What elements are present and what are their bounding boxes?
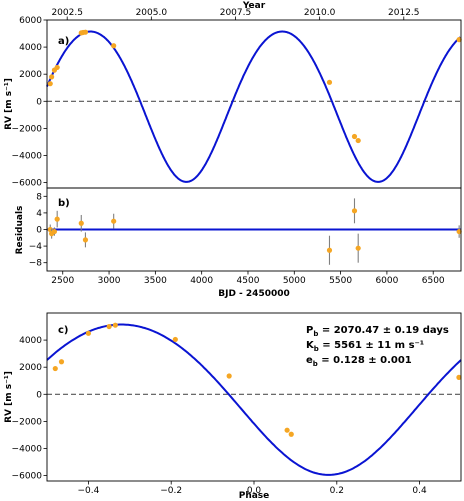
panel-a-label: a)	[58, 36, 69, 47]
panel-c-point	[288, 431, 294, 437]
panel-a-ytick-label: 0	[36, 97, 42, 107]
panel-a-top-tick-label: 2002.5	[51, 8, 83, 18]
panel-b-point	[111, 218, 117, 224]
panel-c-point	[172, 336, 178, 343]
panel-c-point	[106, 323, 112, 330]
panel-c-label: c)	[58, 325, 69, 336]
panel-b: −8 −4 0 4 8 2500 3000 3500 4000 4500 5000 5500 6000…	[15, 187, 462, 299]
panel-c-point	[226, 373, 232, 379]
panel-a-y-ticks: −6000 −4000 −2000 0 2000 4000 6000	[12, 16, 47, 189]
panel-c-ytick-label: 4000	[19, 336, 42, 346]
panel-c-point	[284, 427, 290, 433]
panel-a: −6000 −4000 −2000 0 2000 4000 6000 2002.5 2005.…	[4, 1, 462, 189]
panel-c-xtick-label: −0.2	[160, 486, 182, 496]
panel-c-ytick-label: −2000	[12, 417, 43, 427]
panel-b-point	[351, 208, 358, 214]
panel-a-ytick-label: −4000	[12, 151, 43, 161]
panel-a-point	[355, 137, 361, 144]
panel-b-xlabel: BJD - 2450000	[218, 289, 290, 299]
param-eccentricity: eb = 0.128 ± 0.001	[306, 355, 412, 368]
panel-c-ytick-label: −4000	[12, 444, 43, 454]
panel-b-ytick-label: −4	[29, 242, 43, 252]
panel-b-y-ticks: −8 −4 0 4 8	[29, 192, 47, 269]
panel-c-point	[58, 359, 65, 365]
panel-a-point	[456, 37, 462, 43]
panel-b-ytick-label: 8	[36, 192, 42, 202]
panel-a-point	[326, 79, 333, 85]
param-period: Pb = 2070.47 ± 0.19 days	[306, 325, 449, 338]
panel-c-ylabel: RV [m s⁻¹]	[4, 371, 14, 423]
panel-a-ytick-label: 2000	[19, 70, 42, 80]
panel-a-ylabel: RV [m s⁻¹]	[4, 78, 14, 130]
panel-a-top-ticks: 2002.5 2005.0 2007.5 2010.0 2012.5	[51, 8, 420, 20]
panel-b-points	[47, 198, 462, 265]
panel-a-point	[82, 29, 89, 35]
panel-c-points	[52, 322, 462, 437]
panel-b-xtick-label: 4000	[190, 276, 213, 286]
panel-c-point	[456, 374, 462, 380]
panel-b-point	[326, 247, 333, 253]
panel-c: −6000 −4000 −2000 0 2000 4000 −0.4 −0.2 0.0 0.2 0…	[4, 312, 462, 501]
panel-b-point	[78, 220, 84, 226]
panel-b-point	[82, 237, 89, 243]
panel-b-xtick-label: 6000	[375, 276, 398, 286]
panel-a-top-tick-label: 2010.0	[304, 8, 336, 18]
panel-c-ytick-label: 2000	[19, 363, 42, 373]
panel-c-point	[52, 365, 58, 372]
panel-c-point	[85, 330, 91, 336]
panel-b-ytick-label: 4	[36, 209, 42, 219]
panel-b-xtick-label: 2500	[51, 276, 74, 286]
panel-a-model-curve	[46, 30, 462, 183]
panel-a-ytick-label: −2000	[12, 124, 43, 134]
panel-b-ytick-label: 0	[36, 226, 42, 236]
panel-b-ytick-label: −8	[29, 259, 43, 269]
panel-a-ytick-label: −6000	[12, 179, 43, 189]
panel-a-top-tick-label: 2007.5	[220, 8, 252, 18]
panel-c-xtick-label: −0.4	[77, 486, 99, 496]
panel-b-xtick-label: 5000	[283, 276, 306, 286]
panel-a-ytick-label: 4000	[19, 43, 42, 53]
panel-a-point	[351, 133, 358, 140]
panel-a-points	[47, 29, 462, 144]
panel-b-point	[355, 245, 361, 251]
panel-a-ytick-label: 6000	[19, 16, 42, 26]
panel-c-xtick-label: 0.4	[412, 486, 427, 496]
panel-b-xtick-label: 3000	[98, 276, 121, 286]
panel-a-top-axis-title: Year	[242, 1, 266, 11]
panel-c-frame	[46, 312, 462, 482]
panel-b-point	[51, 228, 58, 235]
panel-c-xtick-label: 0.2	[330, 486, 344, 496]
panel-c-xtick-label: 0.0	[247, 486, 262, 496]
panel-c-y-ticks: −6000 −4000 −2000 0 2000 4000	[12, 336, 47, 482]
panel-b-ylabel: Residuals	[15, 206, 25, 255]
panel-c-ytick-label: 0	[36, 390, 42, 400]
panel-a-top-tick-label: 2005.0	[136, 8, 168, 18]
panel-b-point	[54, 216, 60, 222]
panel-b-label: b)	[58, 198, 70, 209]
panel-c-ytick-label: −6000	[12, 472, 43, 482]
panel-c-x-ticks: −0.4 −0.2 0.0 0.2 0.4	[77, 481, 427, 496]
panel-c-xlabel: Phase	[239, 491, 270, 501]
panel-a-point	[111, 43, 117, 49]
panel-b-point	[456, 228, 462, 235]
panel-b-xtick-label: 6500	[422, 276, 445, 286]
panel-b-x-ticks: 2500 3000 3500 4000 4500 5000 5500 6000 6500	[51, 271, 445, 286]
panel-a-point	[47, 81, 53, 87]
panel-a-point	[54, 64, 60, 71]
panel-b-xtick-label: 4500	[237, 276, 260, 286]
panel-b-xtick-label: 3500	[144, 276, 167, 286]
panel-c-point	[112, 322, 118, 328]
panel-a-point	[49, 74, 55, 80]
panel-b-xtick-label: 5500	[329, 276, 352, 286]
param-semi-amplitude: Kb = 5561 ± 11 m s⁻¹	[306, 340, 424, 353]
panel-a-top-tick-label: 2012.5	[388, 8, 420, 18]
